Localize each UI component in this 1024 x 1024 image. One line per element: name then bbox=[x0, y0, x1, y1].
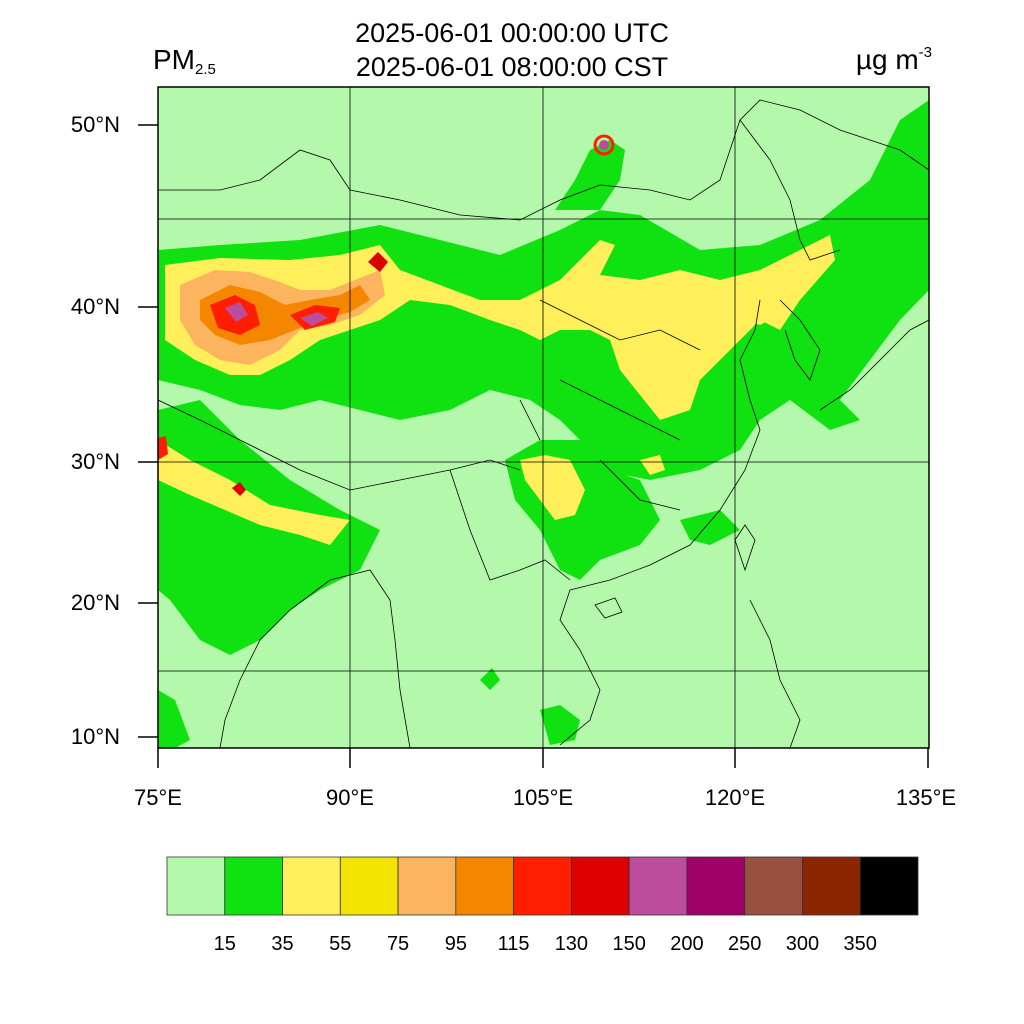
border-northeast bbox=[739, 119, 841, 261]
map-background bbox=[158, 87, 929, 748]
colorbar-box-2 bbox=[282, 856, 341, 916]
lon-label-120e: 120°E bbox=[704, 785, 766, 810]
colorbar-box-3 bbox=[339, 856, 399, 916]
red-core-north bbox=[368, 252, 388, 272]
colorbar-box-8 bbox=[628, 856, 688, 916]
coast-indochina bbox=[559, 589, 601, 746]
colorbar-label-1: 35 bbox=[271, 933, 294, 955]
lon-label-90e: 90°E bbox=[326, 785, 374, 810]
coast-bay-of-bengal bbox=[329, 569, 411, 748]
colorbar-label-2: 55 bbox=[329, 933, 352, 955]
lon-label-135e: 135°E bbox=[895, 785, 957, 810]
yellow-hubei bbox=[640, 455, 665, 475]
yellow-indo-gangetic bbox=[158, 440, 350, 545]
colorbar-label-5: 115 bbox=[497, 933, 530, 955]
purple-peak-west bbox=[225, 302, 248, 322]
province-lines bbox=[519, 299, 701, 511]
coast-hainan bbox=[594, 597, 623, 619]
colorbar-box-7 bbox=[570, 856, 630, 916]
coast-philippines bbox=[749, 599, 801, 748]
purple-peak-east bbox=[300, 312, 328, 326]
yellow-korea bbox=[740, 300, 780, 325]
colorbar-label-10: 300 bbox=[785, 933, 820, 955]
yellow-sichuan bbox=[520, 455, 585, 520]
lat-label-50n: 50°N bbox=[70, 112, 120, 137]
graticule bbox=[158, 87, 929, 748]
colorbar-label-6: 130 bbox=[554, 933, 589, 955]
yellow-band bbox=[165, 235, 835, 420]
colorbar-box-10 bbox=[744, 856, 803, 916]
colorbar-box-1 bbox=[224, 856, 283, 916]
title-utc: 2025-06-01 00:00:00 UTC bbox=[355, 18, 669, 48]
border-southwest bbox=[449, 469, 571, 581]
lon-label-75e: 75°E bbox=[134, 785, 182, 810]
colorbar-box-0 bbox=[166, 856, 226, 916]
green-east-coast bbox=[680, 510, 740, 545]
coast-china bbox=[569, 299, 761, 591]
colorbar-label-9: 250 bbox=[728, 933, 762, 955]
colorbar-box-4 bbox=[397, 856, 457, 916]
variable-label: PM2.5 bbox=[153, 44, 216, 78]
coast-taiwan bbox=[734, 524, 756, 572]
lat-label-20n: 20°N bbox=[70, 590, 120, 615]
green-south-small bbox=[480, 668, 500, 690]
coast-japan bbox=[819, 319, 929, 411]
unit-label: µg m-3 bbox=[855, 44, 932, 75]
colorbar-label-7: 150 bbox=[612, 933, 646, 955]
purple-peak-north bbox=[599, 140, 609, 150]
colorbar-box-9 bbox=[686, 856, 746, 916]
map-field bbox=[158, 87, 929, 748]
axis-ticks bbox=[138, 124, 929, 768]
red-core-india-west bbox=[158, 436, 168, 460]
green-north-blob bbox=[555, 140, 625, 210]
title-cst: 2025-06-01 08:00:00 CST bbox=[355, 52, 669, 82]
coast-india-east bbox=[219, 579, 331, 748]
colorbar-box-5 bbox=[455, 856, 515, 916]
green-vietnam bbox=[540, 705, 580, 745]
colorbar-label-11: 350 bbox=[843, 933, 877, 955]
colorbar-label-4: 95 bbox=[444, 933, 467, 955]
colorbar-box-6 bbox=[513, 856, 572, 916]
lat-label-40n: 40°N bbox=[70, 294, 120, 319]
red-ring-north bbox=[593, 134, 615, 156]
lon-label-105e: 105°E bbox=[512, 785, 574, 810]
green-lower-left bbox=[158, 690, 190, 748]
colorbar-box-12 bbox=[859, 856, 919, 916]
border-korea bbox=[779, 299, 821, 381]
border-north bbox=[158, 99, 929, 221]
colorbar-label-3: 75 bbox=[386, 933, 410, 955]
lat-label-10n: 10°N bbox=[70, 724, 120, 749]
colorbar-label-0: 15 bbox=[213, 933, 236, 955]
colorbar-box-11 bbox=[802, 856, 861, 916]
red-core-india bbox=[232, 482, 246, 496]
lat-label-30n: 30°N bbox=[70, 449, 120, 474]
green-south-west bbox=[158, 400, 380, 655]
colorbar-label-8: 200 bbox=[670, 933, 704, 955]
